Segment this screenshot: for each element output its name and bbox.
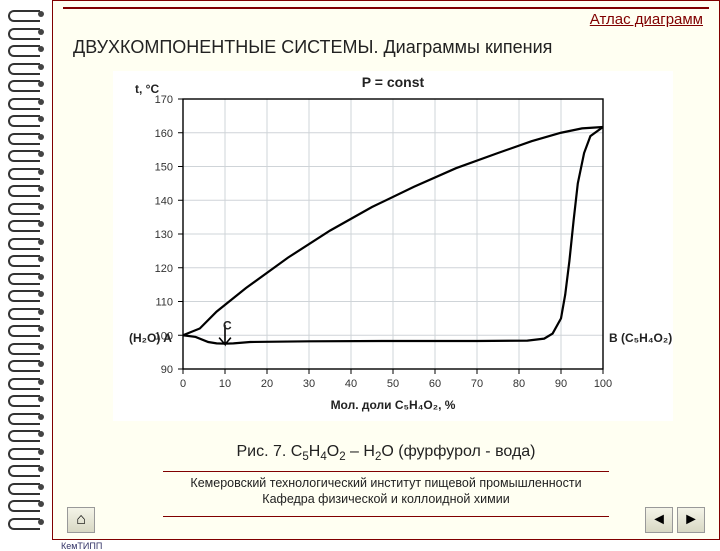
page-title: ДВУХКОМПОНЕНТНЫЕ СИСТЕМЫ. Диаграммы кипе… <box>73 37 552 58</box>
prev-button[interactable]: ◄ <box>645 507 673 533</box>
svg-text:30: 30 <box>303 378 315 390</box>
svg-text:150: 150 <box>155 162 173 174</box>
chart-svg: 0102030405060708090100901001101201301401… <box>113 71 673 421</box>
footer-line2: Кафедра физической и коллоидной химии <box>163 492 609 508</box>
next-icon: ► <box>683 511 699 529</box>
svg-text:(H₂O) A: (H₂O) A <box>129 331 172 345</box>
svg-text:160: 160 <box>155 128 173 140</box>
svg-text:t, °C: t, °C <box>135 82 159 96</box>
svg-text:70: 70 <box>471 378 483 390</box>
svg-text:90: 90 <box>555 378 567 390</box>
page: Атлас диаграмм ДВУХКОМПОНЕНТНЫЕ СИСТЕМЫ.… <box>52 0 720 540</box>
svg-text:10: 10 <box>219 378 231 390</box>
prev-icon: ◄ <box>651 511 667 529</box>
svg-text:50: 50 <box>387 378 399 390</box>
svg-text:90: 90 <box>161 364 173 376</box>
svg-text:60: 60 <box>429 378 441 390</box>
figure-caption: Рис. 7. C5H4O2 – H2O (фурфурол - вода) <box>53 443 719 463</box>
svg-text:40: 40 <box>345 378 357 390</box>
boiling-diagram-chart: 0102030405060708090100901001101201301401… <box>113 71 673 421</box>
footer-line1: Кемеровский технологический институт пищ… <box>163 476 609 492</box>
svg-text:0: 0 <box>180 378 186 390</box>
svg-text:120: 120 <box>155 263 173 275</box>
breadcrumb[interactable]: Атлас диаграмм <box>590 11 703 28</box>
next-button[interactable]: ► <box>677 507 705 533</box>
svg-text:C: C <box>223 318 232 332</box>
header-rule <box>63 7 709 9</box>
nav-left-group: ⌂ <box>67 507 95 533</box>
svg-text:140: 140 <box>155 195 173 207</box>
svg-text:80: 80 <box>513 378 525 390</box>
nav-right-group: ◄ ► <box>645 507 705 533</box>
svg-text:Мол. доли C₅H₄O₂, %: Мол. доли C₅H₄O₂, % <box>331 398 456 412</box>
institute-logo: КемТИПП <box>61 541 102 551</box>
svg-text:P = const: P = const <box>362 74 425 90</box>
svg-text:100: 100 <box>594 378 612 390</box>
home-icon: ⌂ <box>76 511 86 529</box>
svg-text:20: 20 <box>261 378 273 390</box>
spiral-binding <box>0 0 52 540</box>
footer: Кемеровский технологический институт пищ… <box>163 471 609 517</box>
svg-text:130: 130 <box>155 229 173 241</box>
svg-text:B (C₅H₄O₂): B (C₅H₄O₂) <box>609 331 672 345</box>
svg-text:110: 110 <box>155 297 173 309</box>
home-button[interactable]: ⌂ <box>67 507 95 533</box>
caption-prefix: Рис. 7. <box>237 443 291 460</box>
